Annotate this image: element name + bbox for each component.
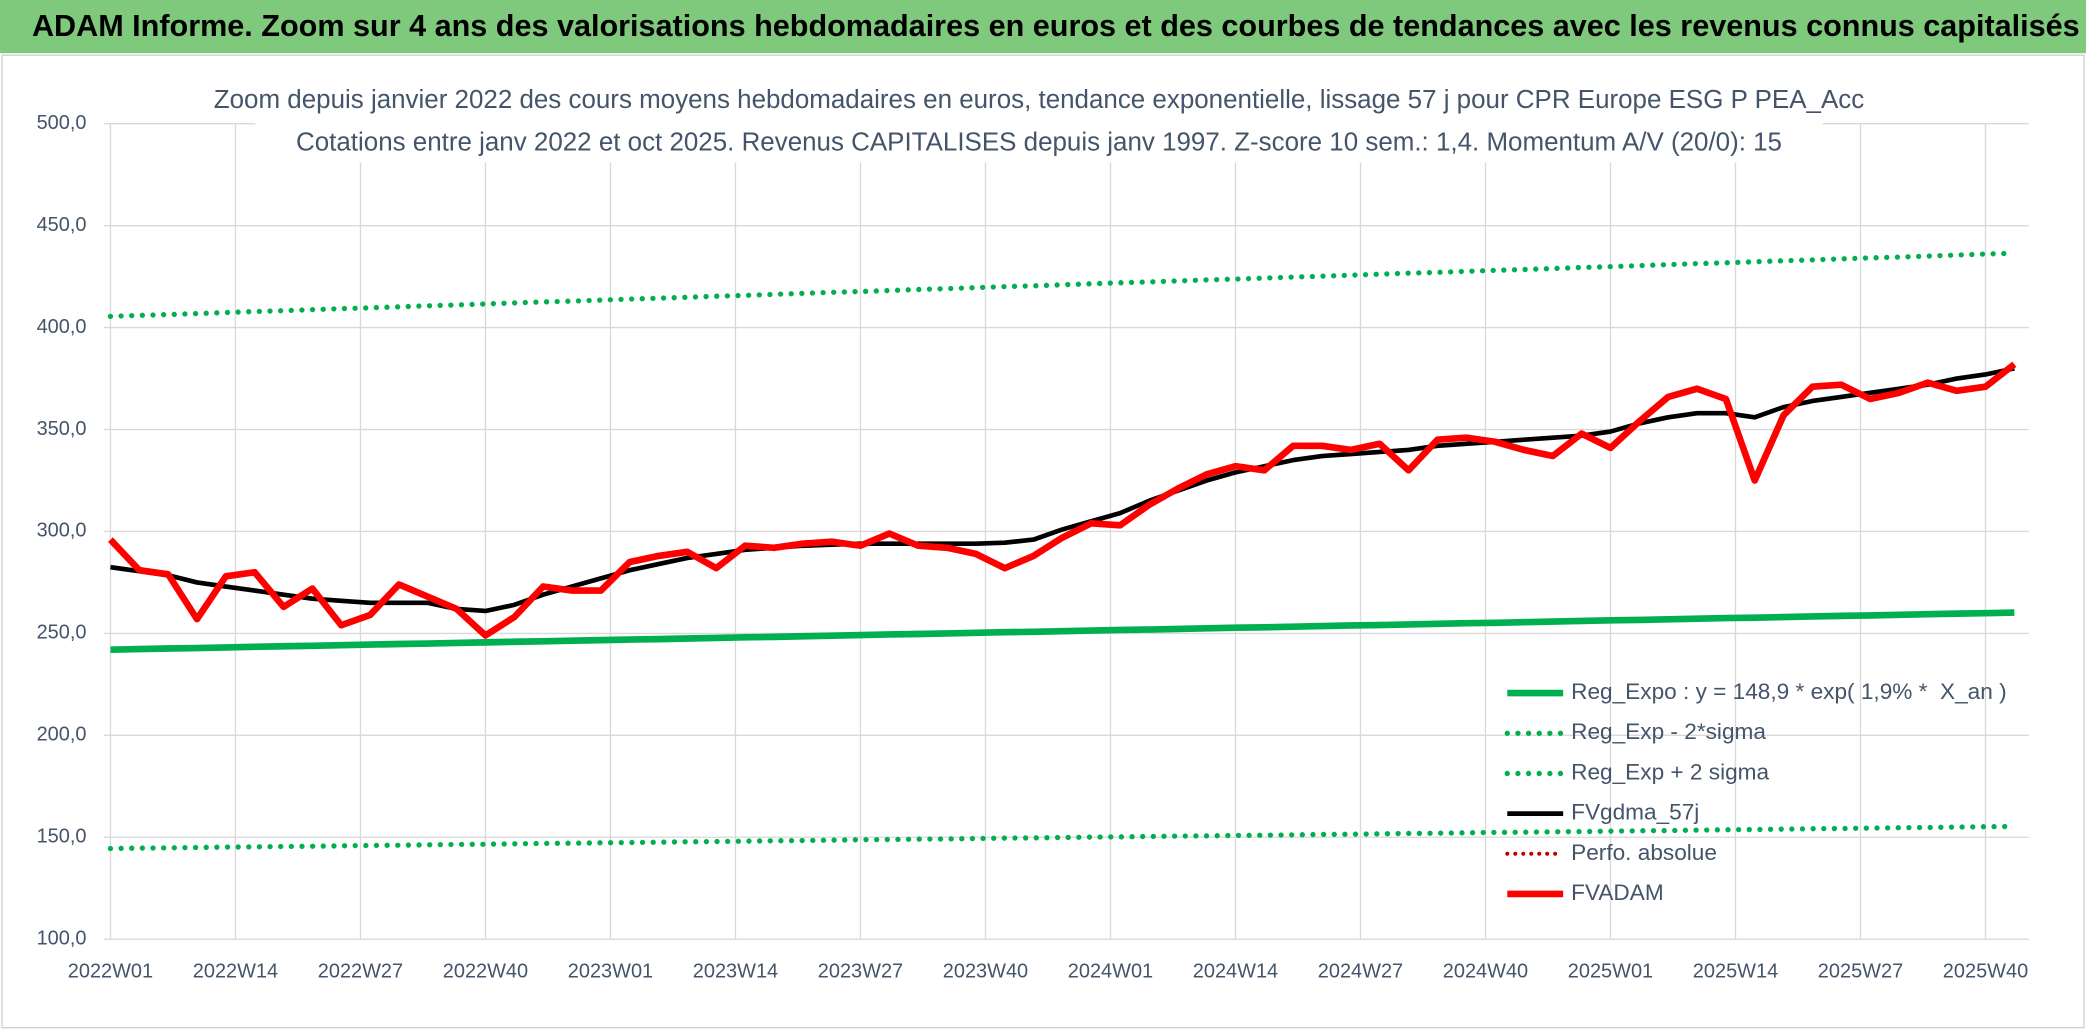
y-tick-label: 450,0 [37, 214, 87, 236]
legend-label: Reg_Exp - 2*sigma [1571, 719, 1766, 744]
series-line [107, 250, 2018, 320]
series-line [110, 609, 2015, 654]
series-line [108, 361, 2017, 639]
legend-label: Reg_Expo : y = 148,9 * exp( 1,9% * X_an … [1571, 679, 2007, 704]
y-tick-label: 400,0 [37, 316, 87, 338]
x-tick-label: 2023W14 [693, 961, 778, 983]
y-tick-label: 250,0 [37, 622, 87, 644]
legend: Reg_Expo : y = 148,9 * exp( 1,9% * X_an … [1504, 679, 2007, 905]
series-line [110, 366, 2015, 614]
x-tick-label: 2024W40 [1443, 961, 1528, 983]
x-tick-label: 2023W01 [568, 961, 653, 983]
legend-label: FVgdma_57j [1571, 800, 1699, 825]
x-tick-label: 2025W01 [1568, 961, 1653, 983]
chart-title: Zoom depuis janvier 2022 des cours moyen… [214, 86, 1864, 114]
title-backdrop [255, 82, 1823, 163]
x-tick-label: 2024W01 [1068, 961, 1153, 983]
legend-label: FVADAM [1571, 880, 1664, 905]
y-tick-label: 200,0 [37, 724, 87, 746]
header-title: ADAM Informe. Zoom sur 4 ans des valoris… [32, 9, 2080, 43]
header-bar [0, 0, 2086, 54]
y-tick-label: 300,0 [37, 520, 87, 542]
x-tick-label: 2022W14 [193, 961, 278, 983]
y-tick-label: 500,0 [37, 112, 87, 134]
chart-subtitle: Cotations entre janv 2022 et oct 2025. R… [296, 129, 1782, 157]
x-tick-label: 2024W27 [1318, 961, 1403, 983]
plot-lines [107, 250, 2018, 852]
x-tick-label: 2024W14 [1193, 961, 1278, 983]
chart-border [1, 54, 2085, 1029]
x-tick-label: 2025W27 [1818, 961, 1903, 983]
legend-label: Reg_Exp + 2 sigma [1571, 759, 1769, 784]
legend-label: Perfo. absolue [1571, 840, 1717, 865]
x-tick-label: 2022W01 [68, 961, 153, 983]
y-tick-label: 350,0 [37, 418, 87, 440]
x-tick-label: 2022W40 [443, 961, 528, 983]
y-tick-label: 100,0 [37, 927, 87, 949]
x-tick-label: 2025W14 [1693, 961, 1778, 983]
x-tick-label: 2022W27 [318, 961, 403, 983]
y-tick-label: 150,0 [37, 826, 87, 848]
x-tick-label: 2025W40 [1943, 961, 2028, 983]
x-tick-label: 2023W40 [943, 961, 1028, 983]
x-tick-label: 2023W27 [818, 961, 903, 983]
series-line [107, 823, 2018, 852]
